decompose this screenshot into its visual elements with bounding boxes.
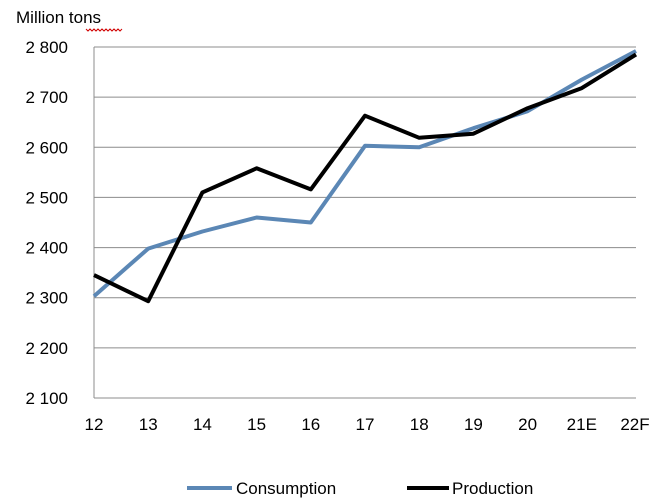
- x-tick-label: 19: [464, 415, 483, 434]
- x-tick-label: 12: [85, 415, 104, 434]
- x-tick-label: 13: [139, 415, 158, 434]
- y-tick-label: 2 200: [25, 339, 68, 358]
- x-tick-label: 21E: [567, 415, 597, 434]
- x-tick-label: 22F: [620, 415, 649, 434]
- y-tick-label: 2 400: [25, 239, 68, 258]
- y-tick-label: 2 600: [25, 138, 68, 157]
- x-tick-label: 17: [356, 415, 375, 434]
- y-tick-label: 2 800: [25, 38, 68, 57]
- y-tick-label: 2 700: [25, 88, 68, 107]
- y-tick-label: 2 100: [25, 389, 68, 408]
- x-tick-label: 20: [518, 415, 537, 434]
- series-line-production: [94, 55, 636, 302]
- legend-label-production: Production: [452, 479, 533, 498]
- y-tick-label: 2 300: [25, 289, 68, 308]
- x-tick-label: 18: [410, 415, 429, 434]
- series-line-consumption: [94, 51, 636, 296]
- y-tick-label: 2 500: [25, 188, 68, 207]
- series-lines: [94, 51, 636, 301]
- gridlines: [94, 47, 636, 348]
- y-axis-unit-label: Million tons: [16, 8, 101, 27]
- spellcheck-underline: [86, 29, 122, 31]
- legend: Consumption Production: [187, 479, 533, 498]
- x-tick-labels: 12 13 14 15 16 17 18 19 20 21E 22F: [85, 415, 650, 434]
- x-tick-label: 16: [301, 415, 320, 434]
- x-tick-label: 14: [193, 415, 212, 434]
- legend-label-consumption: Consumption: [236, 479, 336, 498]
- y-tick-labels: 2 100 2 200 2 300 2 400 2 500 2 600 2 700 2 800: [25, 38, 68, 408]
- x-tick-label: 15: [247, 415, 266, 434]
